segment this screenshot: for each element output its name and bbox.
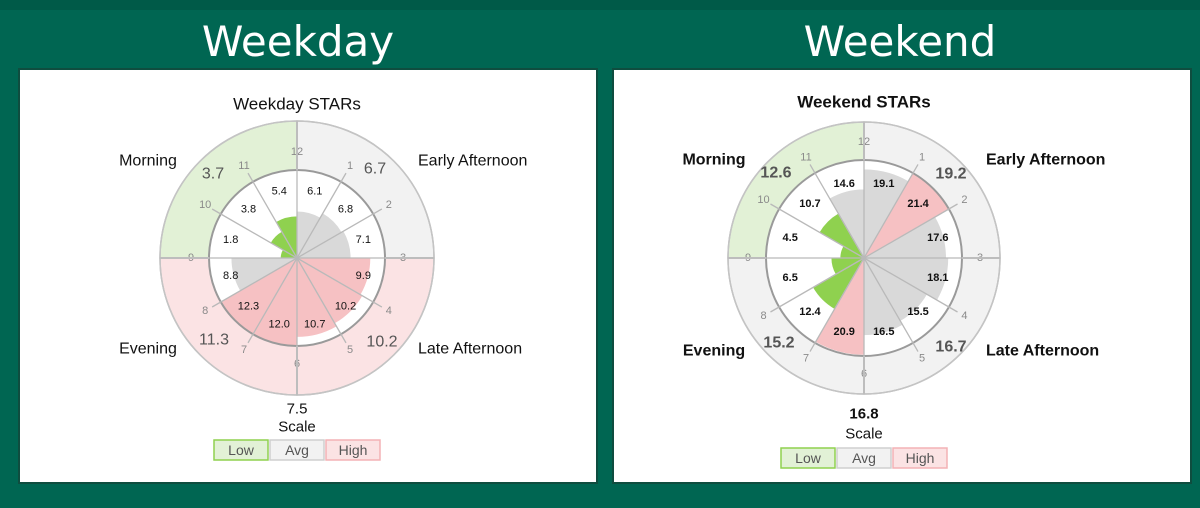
period-value: 3.7 <box>202 166 224 183</box>
hour-value-label: 16.5 <box>873 326 894 338</box>
hour-value-label: 3.8 <box>241 203 256 215</box>
hour-value-label: 10.2 <box>335 301 356 313</box>
legend-label: Avg <box>852 450 876 466</box>
hour-value-label: 21.4 <box>907 198 929 210</box>
hour-tick-label: 10 <box>757 194 769 206</box>
period-value: 19.2 <box>935 166 966 183</box>
hour-value-label: 17.6 <box>927 232 948 244</box>
hour-spoke <box>296 208 383 259</box>
weekend-polar-chart: Weekend STARs12123456789101119.121.417.6… <box>682 93 1105 469</box>
hour-value-label: 6.8 <box>338 203 353 215</box>
legend-swatch <box>269 439 325 461</box>
hour-value-label: 5.4 <box>272 186 287 198</box>
period-name: Evening <box>119 341 177 358</box>
hour-tick-label: 8 <box>202 305 208 317</box>
hour-value-label: 18.1 <box>927 272 948 284</box>
overall-value: 7.5 <box>287 401 308 418</box>
hour-tick-label: 8 <box>760 310 766 322</box>
hour-value-label: 6.5 <box>783 272 798 284</box>
hour-tick-label: 4 <box>961 310 967 322</box>
period-name: Late Afternoon <box>418 341 522 358</box>
legend-swatch <box>780 447 836 469</box>
hour-value-label: 19.1 <box>873 178 894 190</box>
hour-spoke <box>863 257 919 352</box>
period-name: Early Afternoon <box>418 153 527 170</box>
period-value: 15.2 <box>763 335 794 352</box>
hour-tick-label: 2 <box>386 199 392 211</box>
period-name: Morning <box>682 152 745 169</box>
chart-title: Weekend STARs <box>797 93 931 112</box>
hour-value-label: 10.7 <box>304 318 325 330</box>
weekend-chart-panel: Weekend STARs12123456789101119.121.417.6… <box>612 68 1192 484</box>
legend-label: Avg <box>285 442 309 458</box>
hour-tick-label: 5 <box>919 352 925 364</box>
hour-tick-label: 5 <box>347 344 353 356</box>
legend-swatch <box>213 439 269 461</box>
overall-value: 16.8 <box>849 406 878 423</box>
legend-label: High <box>339 442 368 458</box>
hour-spoke <box>247 172 298 259</box>
period-value: 6.7 <box>364 161 386 178</box>
hour-spoke <box>211 208 298 259</box>
weekday-chart-panel: Weekday STARs1212345678910116.16.87.19.9… <box>18 68 598 484</box>
period-name: Late Afternoon <box>986 343 1099 360</box>
hour-spoke <box>863 203 958 259</box>
hour-spoke <box>809 164 865 259</box>
legend-title: Scale <box>278 419 316 436</box>
hour-spoke <box>770 257 865 313</box>
weekday-polar-chart: Weekday STARs1212345678910116.16.87.19.9… <box>119 95 527 461</box>
legend-label: Low <box>228 442 255 458</box>
hour-value-label: 15.5 <box>907 306 928 318</box>
legend-swatch <box>325 439 381 461</box>
period-name: Evening <box>683 343 745 360</box>
hour-slot <box>209 214 297 258</box>
hour-spoke <box>770 203 865 259</box>
period-value: 10.2 <box>366 334 397 351</box>
hour-slot <box>766 209 864 258</box>
hour-value-label: 20.9 <box>834 326 855 338</box>
hour-spoke <box>247 257 298 344</box>
period-name: Morning <box>119 153 177 170</box>
period-value: 16.7 <box>935 339 966 356</box>
legend-label: High <box>906 450 935 466</box>
heading-weekday: Weekday <box>201 17 395 66</box>
hour-value-label: 4.5 <box>783 232 798 244</box>
hour-value-label: 12.3 <box>238 301 259 313</box>
period-name: Early Afternoon <box>986 152 1105 169</box>
hour-value-label: 10.7 <box>799 198 820 210</box>
hour-tick-label: 11 <box>238 160 249 172</box>
hour-spoke <box>863 164 919 259</box>
hour-spoke <box>296 172 347 259</box>
hour-tick-label: 10 <box>199 199 211 211</box>
hour-tick-label: 11 <box>800 152 811 164</box>
hour-value-label: 1.8 <box>223 234 238 246</box>
hour-tick-label: 7 <box>803 352 809 364</box>
hour-spoke <box>296 257 347 344</box>
hour-tick-label: 2 <box>961 194 967 206</box>
legend-swatch <box>892 447 948 469</box>
hour-tick-label: 1 <box>347 160 353 172</box>
hour-spoke <box>809 257 865 352</box>
legend-title: Scale <box>845 426 883 443</box>
hour-tick-label: 4 <box>386 305 392 317</box>
hour-value-label: 12.0 <box>269 318 290 330</box>
period-value: 11.3 <box>199 332 229 349</box>
heading-weekend: Weekend <box>803 17 997 66</box>
hour-value-label: 12.4 <box>799 306 821 318</box>
hour-value-label: 9.9 <box>356 270 371 282</box>
hour-spoke <box>863 257 958 313</box>
frame-top-bar <box>0 0 1200 10</box>
legend-label: Low <box>795 450 822 466</box>
period-value: 12.6 <box>760 165 791 182</box>
hour-tick-label: 1 <box>919 152 925 164</box>
hour-spoke <box>296 257 383 308</box>
hour-value-label: 7.1 <box>356 234 371 246</box>
hour-value-label: 14.6 <box>834 178 855 190</box>
hour-tick-label: 7 <box>241 344 247 356</box>
hour-value-label: 6.1 <box>307 186 322 198</box>
chart-title: Weekday STARs <box>233 95 361 114</box>
hour-value-label: 8.8 <box>223 270 238 282</box>
legend-swatch <box>836 447 892 469</box>
hour-spoke <box>211 257 298 308</box>
